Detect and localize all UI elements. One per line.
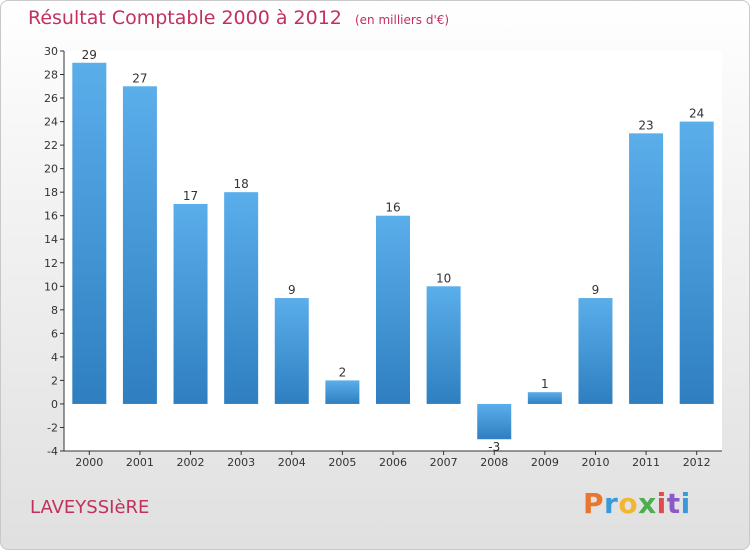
- x-tick-label: 2000: [75, 456, 103, 469]
- bar: [122, 86, 157, 404]
- y-tick-label: 30: [44, 45, 58, 58]
- y-tick-label: 24: [44, 116, 58, 129]
- y-tick-label: -2: [47, 421, 58, 434]
- data-label: 29: [82, 48, 97, 62]
- y-tick-label: 20: [44, 163, 58, 176]
- y-tick-label: 28: [44, 69, 58, 82]
- y-tick-label: 16: [44, 210, 58, 223]
- y-tick-label: 6: [51, 327, 58, 340]
- y-tick-label: 18: [44, 186, 58, 199]
- x-tick-label: 2012: [683, 456, 711, 469]
- data-label: 27: [132, 71, 147, 85]
- y-tick-label: 22: [44, 139, 58, 152]
- commune-name: LAVEYSSIèRE: [30, 497, 150, 518]
- data-label: 1: [541, 377, 549, 391]
- chart-title: Résultat Comptable 2000 à 2012: [28, 7, 342, 29]
- x-tick-label: 2007: [430, 456, 458, 469]
- y-tick-label: 4: [51, 351, 58, 364]
- x-tick-label: 2003: [227, 456, 255, 469]
- x-tick-label: 2006: [379, 456, 407, 469]
- y-tick-label: 8: [51, 304, 58, 317]
- data-label: -3: [488, 440, 500, 454]
- bar: [325, 380, 360, 404]
- data-label: 18: [234, 177, 249, 191]
- bar: [629, 133, 664, 404]
- title-row: Résultat Comptable 2000 à 2012 (en milli…: [28, 7, 449, 29]
- bar: [274, 298, 309, 404]
- logo-letter: x: [638, 487, 657, 520]
- logo-letter: o: [618, 487, 639, 520]
- data-label: 9: [592, 283, 600, 297]
- chart-subtitle: (en milliers d'€): [354, 13, 450, 27]
- bar: [527, 392, 562, 404]
- data-label: 9: [288, 283, 296, 297]
- bar: [72, 62, 107, 404]
- y-tick-label: 12: [44, 257, 58, 270]
- data-label: 2: [339, 365, 347, 379]
- bar: [477, 403, 512, 440]
- y-tick-label: 10: [44, 280, 58, 293]
- x-tick-label: 2009: [531, 456, 559, 469]
- y-tick-label: 26: [44, 92, 58, 105]
- x-tick-label: 2004: [278, 456, 306, 469]
- bar: [224, 192, 259, 404]
- y-tick-label: 0: [51, 398, 58, 411]
- x-tick-label: 2011: [632, 456, 660, 469]
- bar: [578, 298, 613, 404]
- x-tick-label: 2005: [328, 456, 356, 469]
- logo-letter: t: [666, 487, 681, 520]
- data-label: 23: [638, 118, 653, 132]
- x-tick-label: 2010: [581, 456, 609, 469]
- bar: [173, 203, 208, 404]
- y-tick-label: -4: [47, 445, 58, 458]
- y-tick-label: 14: [44, 233, 58, 246]
- data-label: 10: [436, 271, 451, 285]
- data-label: 24: [689, 107, 704, 121]
- data-label: 16: [385, 201, 400, 215]
- bar: [376, 215, 410, 404]
- proxiti-logo: Proxiti: [583, 487, 691, 520]
- bar: [679, 121, 714, 404]
- logo-letter: i: [680, 487, 691, 520]
- logo-letter: i: [656, 487, 667, 520]
- y-tick-label: 2: [51, 374, 58, 387]
- logo-letter: P: [583, 487, 605, 520]
- x-tick-label: 2001: [126, 456, 154, 469]
- x-tick-label: 2002: [177, 456, 205, 469]
- bar: [426, 286, 461, 404]
- x-tick-label: 2008: [480, 456, 508, 469]
- data-label: 17: [183, 189, 198, 203]
- logo-letter: r: [604, 487, 619, 520]
